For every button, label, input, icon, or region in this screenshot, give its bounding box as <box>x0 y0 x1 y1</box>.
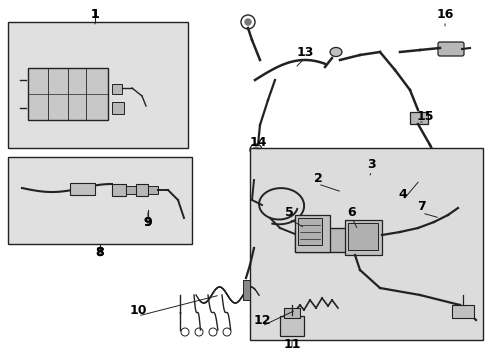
Text: 15: 15 <box>415 109 433 122</box>
Bar <box>280 316 304 336</box>
Text: 9: 9 <box>143 216 152 229</box>
Text: 5: 5 <box>284 207 293 220</box>
Bar <box>331 162 359 196</box>
Text: 2: 2 <box>313 171 322 184</box>
Circle shape <box>244 19 250 25</box>
Text: 10: 10 <box>129 303 146 316</box>
Bar <box>329 158 399 200</box>
Circle shape <box>252 147 259 153</box>
FancyBboxPatch shape <box>437 42 463 56</box>
Bar <box>28 68 108 120</box>
Ellipse shape <box>17 178 27 192</box>
Bar <box>148 186 158 194</box>
Circle shape <box>440 170 446 176</box>
Bar <box>136 184 148 196</box>
Text: 1: 1 <box>90 8 99 21</box>
Ellipse shape <box>329 48 341 57</box>
Bar <box>112 102 124 114</box>
Text: 1: 1 <box>90 8 99 21</box>
Bar <box>297 218 321 245</box>
Text: 7: 7 <box>417 201 426 213</box>
Bar <box>347 223 377 250</box>
Text: 9: 9 <box>143 216 152 229</box>
Bar <box>361 162 395 196</box>
Ellipse shape <box>473 317 481 329</box>
Bar <box>339 152 353 162</box>
Bar <box>345 220 381 255</box>
Text: 3: 3 <box>367 158 376 171</box>
Bar <box>249 148 482 340</box>
Text: 13: 13 <box>296 45 313 58</box>
Bar <box>126 186 136 194</box>
Text: 4: 4 <box>398 188 407 201</box>
Bar <box>112 84 122 94</box>
Bar <box>8 157 192 244</box>
Text: 16: 16 <box>435 9 453 22</box>
Text: 8: 8 <box>96 247 104 260</box>
Bar <box>8 22 187 148</box>
Bar <box>284 308 299 318</box>
Text: 8: 8 <box>96 247 104 260</box>
Text: 14: 14 <box>249 136 266 149</box>
Circle shape <box>303 198 306 202</box>
Bar <box>409 112 427 124</box>
Bar <box>294 215 329 252</box>
Bar <box>451 305 473 318</box>
Bar <box>365 152 379 162</box>
Text: 12: 12 <box>253 314 270 327</box>
Ellipse shape <box>158 35 172 45</box>
Text: 11: 11 <box>283 338 300 351</box>
Bar <box>243 280 249 300</box>
Bar <box>70 183 95 195</box>
Circle shape <box>161 36 169 44</box>
Ellipse shape <box>454 196 464 210</box>
Bar <box>294 228 379 252</box>
Bar <box>112 184 126 196</box>
Ellipse shape <box>181 222 189 234</box>
Text: 6: 6 <box>347 206 356 219</box>
